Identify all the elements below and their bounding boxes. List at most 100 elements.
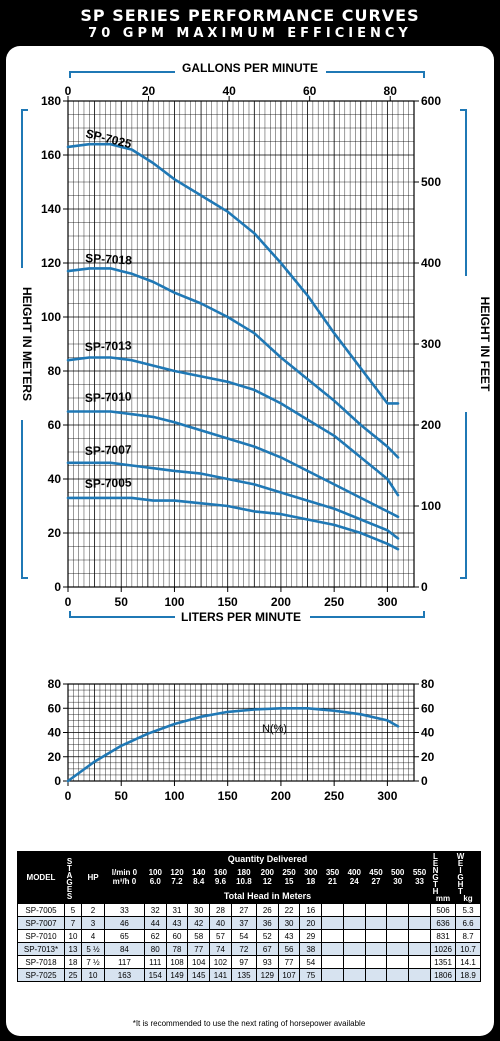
table-cell: 111 (143, 955, 167, 969)
flow-col: 500 30 (386, 866, 410, 889)
curve-sp-7005 (66, 496, 400, 551)
table-cell: 135 (230, 968, 257, 982)
table-cell: 18.9 (455, 968, 481, 982)
table-cell: 26 (255, 903, 279, 917)
lmin-value: 120 (170, 868, 184, 878)
table-cell (364, 968, 388, 982)
page-subtitle: 70 GPM MAXIMUM EFFICIENCY (88, 26, 412, 41)
table-cell (408, 955, 431, 969)
col-model: MODEL (17, 851, 65, 904)
y2-tick-label: 300 (421, 337, 441, 351)
table-cell: 52 (255, 929, 279, 943)
table-cell: 72 (230, 942, 257, 956)
table-cell: 7 (64, 916, 82, 930)
table-cell (364, 903, 388, 917)
table-cell (321, 955, 344, 969)
m3h-value: 18 (306, 877, 316, 887)
table-cell: 8.7 (455, 929, 481, 943)
lmin-value: 180 (237, 868, 251, 878)
table-cell: 30 (187, 903, 211, 917)
table-cell: 117 (104, 955, 145, 969)
series-label: SP-7007 (85, 442, 132, 458)
m3h-value: 30 (393, 877, 403, 887)
y2-tick-label: 500 (421, 175, 441, 189)
y2-axis-title: HEIGHT IN FEET (478, 297, 492, 392)
m3h-value: 9.6 (214, 877, 227, 887)
table-cell: 43 (277, 929, 301, 943)
y-axis-title: HEIGHT IN METERS (20, 287, 34, 401)
table-cell: 16 (299, 903, 323, 917)
y2-bracket (460, 109, 467, 579)
table-cell (321, 968, 344, 982)
lmin-value: 140 (192, 868, 206, 878)
x2-axis-title: GALLONS PER MINUTE (182, 61, 318, 75)
table-cell (408, 903, 431, 917)
x-tick-label: 300 (377, 595, 397, 609)
table-cell: 149 (165, 968, 189, 982)
table-cell: 104 (187, 955, 211, 969)
m3h-value: 27 (371, 877, 381, 887)
table-cell: 10 (64, 929, 82, 943)
table-cell: 5.3 (455, 903, 481, 917)
table-cell: 1351 (430, 955, 456, 969)
table-cell: 141 (209, 968, 232, 982)
eff-x-tick-label: 50 (115, 789, 129, 803)
x-tick-label: 50 (115, 595, 129, 609)
table-cell (342, 942, 366, 956)
table-cell: 67 (255, 942, 279, 956)
table-cell: 97 (230, 955, 257, 969)
eff-y-tick-label: 80 (48, 677, 62, 691)
m3h-value: 33 (415, 877, 424, 887)
table-cell (386, 955, 410, 969)
table-cell (342, 929, 366, 943)
m3h-value: 21 (328, 877, 337, 887)
table-cell: 636 (430, 916, 456, 930)
table-cell (408, 929, 431, 943)
col-stages: STAGES (64, 851, 82, 904)
table-cell: 163 (104, 968, 145, 982)
table-row: SP-7025 25 10 163 154 149 145 141 135 129 107 75 180… (17, 968, 481, 982)
table-cell (321, 903, 344, 917)
table-cell (408, 942, 431, 956)
x-axis-title: LITERS PER MINUTE (181, 610, 301, 624)
table-cell: 33 (104, 903, 145, 917)
table-cell (386, 929, 410, 943)
y-tick-label: 120 (41, 256, 61, 270)
x2-tick-label: 60 (303, 84, 317, 98)
table-cell: 831 (430, 929, 456, 943)
col-weight: WEIGHT kg (455, 851, 481, 904)
y-tick-label: 80 (48, 364, 62, 378)
table-cell: 57 (209, 929, 232, 943)
table-cell: 14.1 (455, 955, 481, 969)
table-cell: 29 (299, 929, 323, 943)
eff-y2-tick-label: 60 (421, 701, 435, 715)
table-cell: 6.6 (455, 916, 481, 930)
lmin-value: 100 (148, 868, 162, 878)
table-cell: 4 (81, 929, 105, 943)
table-cell (386, 916, 410, 930)
performance-table: MODEL STAGES HP Quantity Delivered LENGT… (17, 851, 481, 982)
eff-y-tick-label: 60 (48, 701, 62, 715)
table-cell (408, 968, 431, 982)
m3h-value: 12 (262, 877, 272, 887)
eff-y2-tick-label: 80 (421, 677, 435, 691)
flow-col: 200 12 (255, 866, 279, 889)
table-cell (321, 929, 344, 943)
m3h-value: 24 (349, 877, 359, 887)
lmin-value: 450 (369, 868, 383, 878)
series-label: SP-7018 (85, 251, 133, 267)
table-cell: 13 (64, 942, 82, 956)
table-cell: 25 (64, 968, 82, 982)
table-cell (364, 916, 388, 930)
table-cell: 1806 (430, 968, 456, 982)
m3h-value: 6.0 (149, 877, 161, 887)
eff-y2-tick-label: 40 (421, 726, 435, 740)
flow-col: 120 7.2 (165, 866, 189, 889)
footnote: *It is recommended to use the next ratin… (132, 1019, 366, 1028)
table-cell: 62 (143, 929, 167, 943)
flow-row: l/min 0 m³/h 0 100 6.0 120 7.2 140 8.4 160 9.6 180… (18, 866, 481, 889)
col-weight-label: WEIGHT (456, 852, 465, 894)
x-tick-label: 200 (271, 595, 291, 609)
table-cell: 54 (230, 929, 257, 943)
